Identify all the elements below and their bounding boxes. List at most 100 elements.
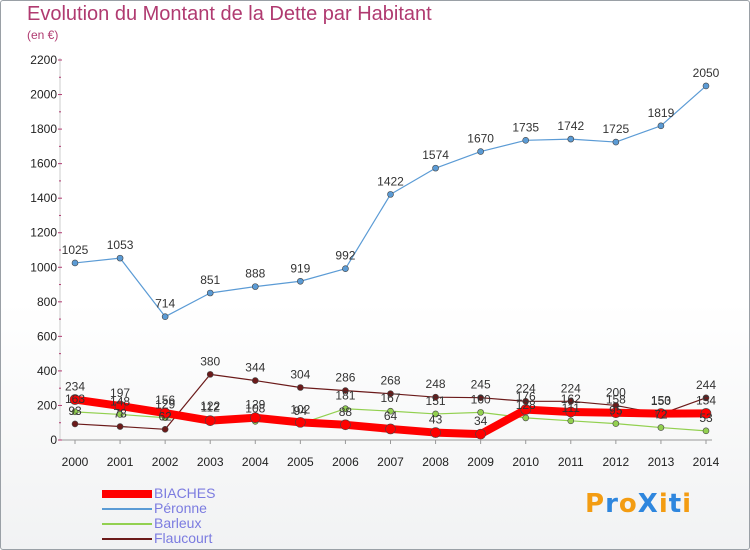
data-label-pronne: 1025 [62,243,89,257]
data-label-biaches: 112 [201,401,220,415]
data-label-barleux: 128 [516,398,536,412]
data-point-biaches [159,407,171,419]
data-label-pronne: 1053 [107,238,134,252]
x-tick-label: 2001 [107,455,134,469]
data-point-pronne [297,277,304,285]
data-label-biaches: 158 [606,393,626,407]
legend-swatch-pronne [102,508,152,510]
data-label-biaches: 154 [696,393,716,407]
data-label-barleux: 111 [562,401,581,415]
data-point-biaches [295,417,306,428]
data-point-biaches [655,408,667,419]
data-label-flaucourt: 200 [606,385,626,399]
x-tick-label: 2002 [152,455,179,469]
y-tick-label: 1200 [30,226,57,240]
y-tick-label: 2200 [30,53,57,67]
data-label-flaucourt: 62 [158,409,172,423]
data-label-barleux: 151 [426,394,446,408]
data-label-pronne: 1574 [422,148,449,162]
data-label-flaucourt: 93 [68,404,82,418]
x-tick-label: 2011 [558,455,584,469]
data-point-biaches [385,423,396,435]
y-tick-label: 600 [37,329,57,343]
data-point-barleux [702,427,710,435]
y-tick-label: 1000 [30,260,57,274]
data-point-flaucourt [71,420,79,428]
data-label-flaucourt: 344 [245,361,265,375]
data-label-barleux: 163 [65,392,85,406]
data-label-barleux: 181 [335,389,355,403]
x-tick-label: 2003 [197,455,224,469]
data-point-flaucourt [206,371,214,378]
data-point-pronne [702,82,710,90]
data-label-biaches: 43 [429,413,443,427]
data-label-pronne: 919 [290,261,310,275]
y-tick-label: 1600 [30,157,57,171]
data-point-barleux [477,409,484,416]
data-point-biaches [700,408,712,419]
proxiti-logo: ProXiti [585,489,693,519]
legend-label-flaucourt: Flaucourt [154,530,213,546]
data-label-flaucourt: 380 [200,354,220,368]
data-label-barleux: 53 [699,411,713,425]
data-label-flaucourt: 245 [471,378,491,392]
data-label-barleux: 122 [200,399,220,413]
data-label-pronne: 1735 [512,120,539,134]
chart-subtitle: (en €) [27,28,59,42]
legend-swatch-barleux [102,523,152,525]
data-point-flaucourt [116,423,124,430]
data-point-barleux [522,414,530,422]
data-label-biaches: 156 [155,393,175,407]
data-label-pronne: 1670 [467,132,494,146]
y-tick-label: 1800 [30,122,57,136]
data-point-barleux [71,408,79,416]
data-label-flaucourt: 268 [380,374,400,388]
x-tick-label: 2012 [603,455,630,469]
data-label-pronne: 1819 [648,106,675,120]
data-label-pronne: 714 [155,297,175,311]
data-point-pronne [477,148,484,155]
data-point-barleux [612,420,620,427]
data-point-biaches [249,412,261,424]
data-point-biaches [565,406,577,418]
data-point-barleux [116,411,124,418]
data-point-pronne [522,137,530,144]
x-tick-label: 2000 [62,455,89,469]
data-point-barleux [567,417,575,425]
data-point-pronne [567,135,575,143]
data-point-flaucourt [477,394,484,401]
data-point-biaches [340,419,351,431]
data-label-pronne: 888 [245,267,265,281]
data-label-pronne: 851 [200,273,220,287]
y-tick-label: 400 [37,364,57,378]
data-point-barleux [657,424,665,431]
data-point-pronne [657,122,665,130]
data-label-biaches: 176 [516,390,536,404]
data-point-flaucourt [251,377,259,384]
data-point-flaucourt [297,384,304,391]
y-tick-label: 0 [50,433,57,447]
data-point-biaches [520,404,532,415]
data-label-barleux: 72 [654,408,668,422]
data-point-barleux [387,407,394,415]
x-tick-label: 2008 [422,455,449,469]
data-label-flaucourt: 150 [651,394,671,408]
data-label-barleux: 108 [245,401,265,415]
data-label-biaches: 197 [110,386,130,400]
chart-title: Evolution du Montant de la Dette par Hab… [27,3,432,25]
data-label-pronne: 2050 [693,66,720,80]
data-label-biaches: 162 [561,392,581,406]
data-label-flaucourt: 224 [516,381,536,395]
data-label-biaches: 64 [384,409,398,423]
data-label-biaches: 129 [245,398,265,412]
x-tick-label: 2007 [377,455,404,469]
data-point-pronne [116,254,124,262]
data-label-flaucourt: 78 [113,407,127,421]
data-point-flaucourt [161,425,169,433]
data-point-flaucourt [342,387,349,394]
data-label-pronne: 1725 [603,122,630,136]
data-point-flaucourt [567,398,575,405]
data-label-barleux: 129 [155,398,175,412]
